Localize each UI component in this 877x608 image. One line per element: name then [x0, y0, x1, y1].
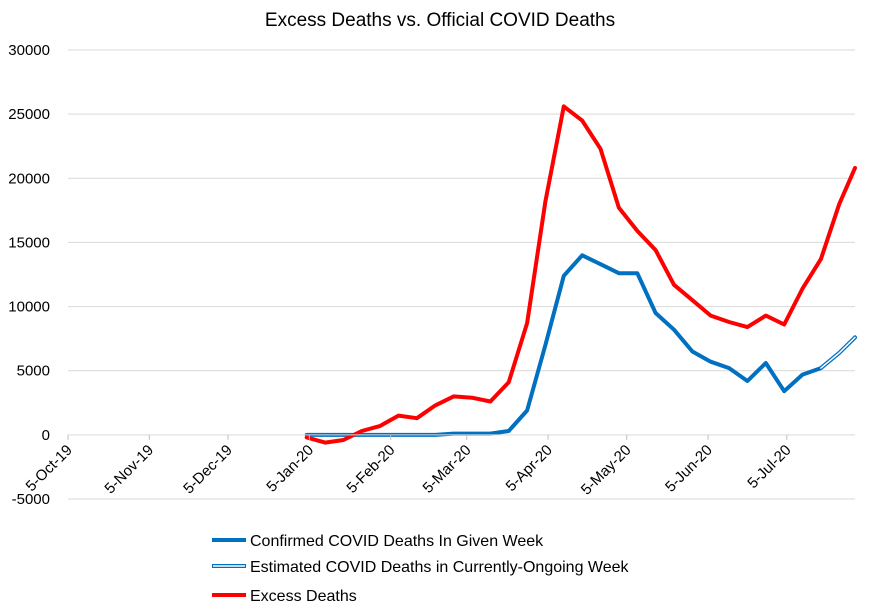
- legend-label-estimated: Estimated COVID Deaths in Currently-Ongo…: [250, 559, 630, 576]
- gridlines: [68, 49, 855, 500]
- series-lines: [304, 104, 857, 445]
- x-tick-label: 5-Mar-20: [420, 442, 475, 497]
- legend: Confirmed COVID Deaths In Given Week Esti…: [212, 533, 630, 605]
- x-tick-label: 5-Dec-19: [180, 442, 236, 498]
- x-tick-label: 5-Oct-19: [23, 442, 76, 495]
- y-tick-label: 25000: [8, 106, 50, 123]
- x-tick-label: 5-Jun-20: [662, 442, 716, 496]
- x-tick-label: 5-Jan-20: [263, 442, 317, 496]
- chart-title: Excess Deaths vs. Official COVID Deaths: [265, 10, 615, 31]
- x-tick-label: 5-Feb-20: [343, 442, 398, 497]
- series-line-confirmed: [304, 253, 823, 437]
- x-axis: 5-Oct-19 5-Nov-19 5-Dec-19 5-Jan-20 5-Feb-20…: [23, 434, 855, 499]
- y-tick-label: 5000: [17, 363, 50, 380]
- y-tick-label: 20000: [8, 170, 50, 187]
- legend-label-excess: Excess Deaths: [250, 588, 357, 605]
- x-tick-label: 5-Jul-20: [744, 442, 794, 492]
- legend-label-confirmed: Confirmed COVID Deaths In Given Week: [250, 533, 544, 550]
- y-tick-label: -5000: [12, 491, 50, 508]
- x-tick-label: 5-Apr-20: [503, 442, 556, 495]
- y-tick-label: 0: [42, 427, 50, 444]
- x-tick-label: 5-Nov-19: [102, 442, 158, 498]
- y-tick-label: 30000: [8, 42, 50, 59]
- x-tick-label: 5-May-20: [578, 442, 635, 499]
- y-tick-label: 15000: [8, 234, 50, 251]
- y-axis-ticks: -5000 0 5000 10000 15000 20000 25000 30000: [8, 42, 50, 508]
- series-line-estimated-inner: [820, 336, 856, 369]
- series-line-excess: [304, 104, 857, 445]
- y-tick-label: 10000: [8, 299, 50, 316]
